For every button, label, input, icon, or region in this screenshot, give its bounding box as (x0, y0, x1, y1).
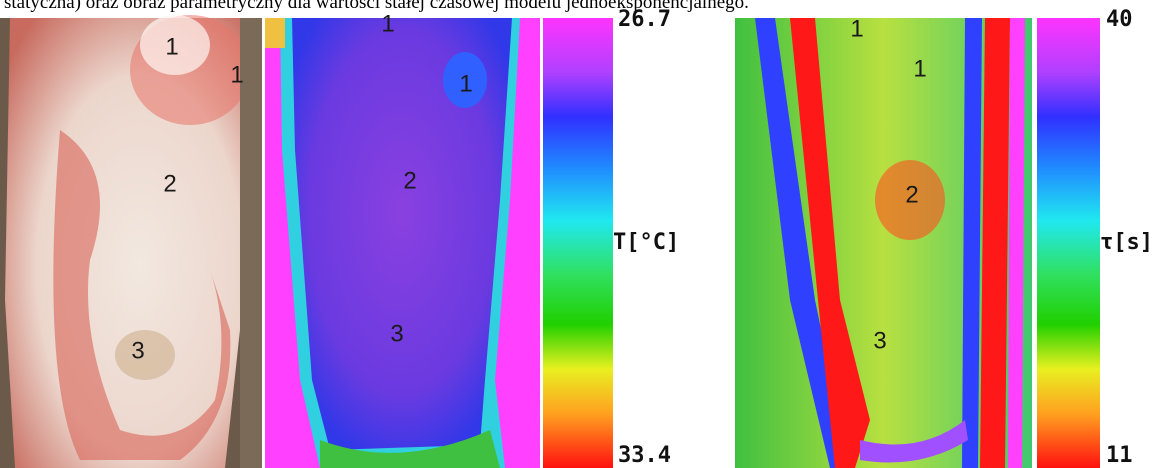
region-label: 1 (850, 15, 863, 42)
region-label: 1 (459, 70, 472, 97)
parametric-panel: 1 1 2 3 (735, 15, 1032, 468)
region-label: 3 (390, 320, 403, 347)
scale-max: 26.7 (618, 7, 671, 32)
scale-max: 40 (1106, 7, 1133, 32)
caption: statyczna) oraz obraz parametryczny dla … (4, 0, 749, 13)
region-label: 1 (913, 55, 926, 82)
region-label: 1 (230, 61, 243, 88)
region-label: 2 (905, 181, 918, 208)
region-label: 1 (165, 33, 178, 60)
photo-panel: 1 1 2 3 (0, 15, 262, 468)
region-label: 1 (381, 10, 394, 37)
parametric-scale: 40 11 τ[s] (1037, 7, 1153, 468)
thermal-panel: 1 1 2 3 (265, 10, 540, 468)
scale-unit: T[°C] (613, 230, 679, 255)
thermal-scale: 26.7 33.4 T[°C] (543, 7, 679, 468)
scale-min: 11 (1106, 443, 1133, 468)
region-label: 3 (131, 337, 144, 364)
scale-unit: τ[s] (1100, 230, 1153, 255)
scale-min: 33.4 (618, 443, 671, 468)
region-label: 2 (163, 170, 176, 197)
region-label: 2 (403, 167, 416, 194)
region-label: 3 (873, 327, 886, 354)
